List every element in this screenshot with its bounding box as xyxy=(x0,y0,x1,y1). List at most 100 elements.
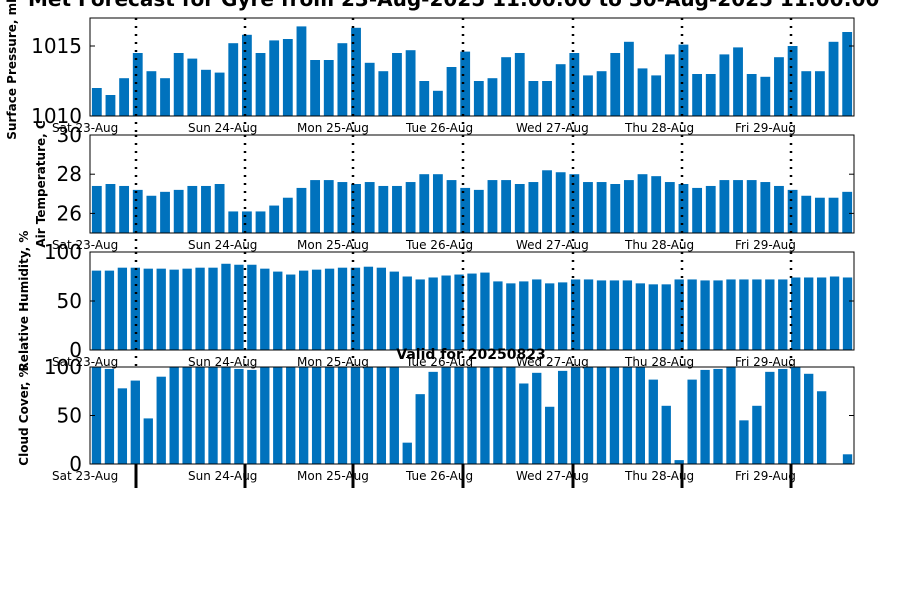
bar xyxy=(774,57,784,116)
bar xyxy=(454,367,464,464)
bar-series xyxy=(91,170,853,233)
bar xyxy=(364,62,375,116)
bar xyxy=(557,282,568,350)
bar xyxy=(214,72,225,116)
bar xyxy=(146,195,157,233)
bar xyxy=(91,367,102,464)
bar xyxy=(739,420,749,464)
bar xyxy=(460,187,471,233)
bar xyxy=(247,369,257,464)
bar xyxy=(814,71,825,116)
day-label: Thu 28-Aug xyxy=(624,355,694,369)
bar xyxy=(415,279,425,350)
bar xyxy=(609,280,620,350)
day-label: Thu 28-Aug xyxy=(624,238,694,252)
bar xyxy=(467,367,477,464)
bar xyxy=(570,279,581,350)
bar xyxy=(282,39,293,116)
bar xyxy=(778,279,788,350)
y-tick-label: 30 xyxy=(57,123,82,147)
bar xyxy=(119,185,130,233)
bar xyxy=(774,185,784,233)
bar xyxy=(105,184,116,233)
day-label: Wed 27-Aug xyxy=(516,355,589,369)
bar xyxy=(392,185,402,233)
y-tick-label: 0 xyxy=(69,338,82,362)
bar xyxy=(635,283,645,350)
bar xyxy=(221,263,231,350)
bar xyxy=(160,78,170,116)
bar xyxy=(752,405,762,464)
bar xyxy=(596,182,607,233)
bar xyxy=(173,53,184,116)
bar xyxy=(651,176,662,233)
bar xyxy=(719,180,730,233)
bar xyxy=(91,185,102,233)
bar xyxy=(687,279,697,350)
y-tick-label: 50 xyxy=(57,289,82,313)
bar xyxy=(241,211,252,233)
bar xyxy=(542,81,552,116)
axes-frame xyxy=(89,17,855,117)
bar xyxy=(460,51,471,116)
bar xyxy=(661,405,671,464)
bar xyxy=(828,41,839,116)
bar xyxy=(816,277,827,350)
bar xyxy=(311,367,322,464)
bar xyxy=(324,367,335,464)
bar xyxy=(501,57,512,116)
bar xyxy=(480,367,490,464)
bar xyxy=(432,174,443,233)
bar xyxy=(105,95,116,116)
bar xyxy=(842,277,853,350)
bar xyxy=(201,185,211,233)
bar xyxy=(842,32,853,116)
bar xyxy=(678,44,689,116)
bar xyxy=(156,376,166,464)
bar xyxy=(545,283,555,350)
bar xyxy=(648,284,658,350)
bar xyxy=(778,368,788,464)
bar xyxy=(405,50,416,116)
y-axis-label: Surface Pressure, mb xyxy=(5,0,19,140)
bar xyxy=(814,197,825,233)
bar xyxy=(623,41,634,116)
bar xyxy=(637,68,648,116)
bar xyxy=(623,180,634,233)
bar xyxy=(787,46,798,116)
day-label: Thu 28-Aug xyxy=(624,121,694,135)
bar xyxy=(428,371,438,464)
bar xyxy=(187,58,198,116)
bar xyxy=(296,26,307,116)
bar xyxy=(583,182,593,233)
bar xyxy=(337,43,348,116)
bar xyxy=(405,182,416,233)
bar xyxy=(269,40,280,116)
bar xyxy=(428,277,438,350)
bar xyxy=(228,43,239,116)
day-label: Sun 24-Aug xyxy=(188,238,257,252)
bar xyxy=(402,442,412,464)
bar xyxy=(506,283,516,350)
bar xyxy=(528,182,539,233)
bar xyxy=(842,191,853,233)
bar xyxy=(241,34,252,116)
bar xyxy=(765,279,775,350)
y-axis-label: Air Temperature, C xyxy=(34,120,48,248)
bar xyxy=(446,180,457,233)
bar xyxy=(208,267,218,350)
bar xyxy=(528,81,539,116)
bar xyxy=(726,367,736,464)
bar xyxy=(255,211,266,233)
bar xyxy=(311,269,322,350)
bar xyxy=(787,189,798,233)
bar xyxy=(132,189,143,233)
subplot-2: 26 28 30 Air Temperature, C Sat 23-Aug Sun 24… xyxy=(34,120,855,253)
bar xyxy=(182,367,192,464)
bar xyxy=(143,268,153,350)
bar xyxy=(596,280,607,350)
bar xyxy=(514,184,525,233)
bar xyxy=(282,197,293,233)
day-label: Sat 23-Aug xyxy=(52,355,118,369)
bar xyxy=(622,367,633,464)
